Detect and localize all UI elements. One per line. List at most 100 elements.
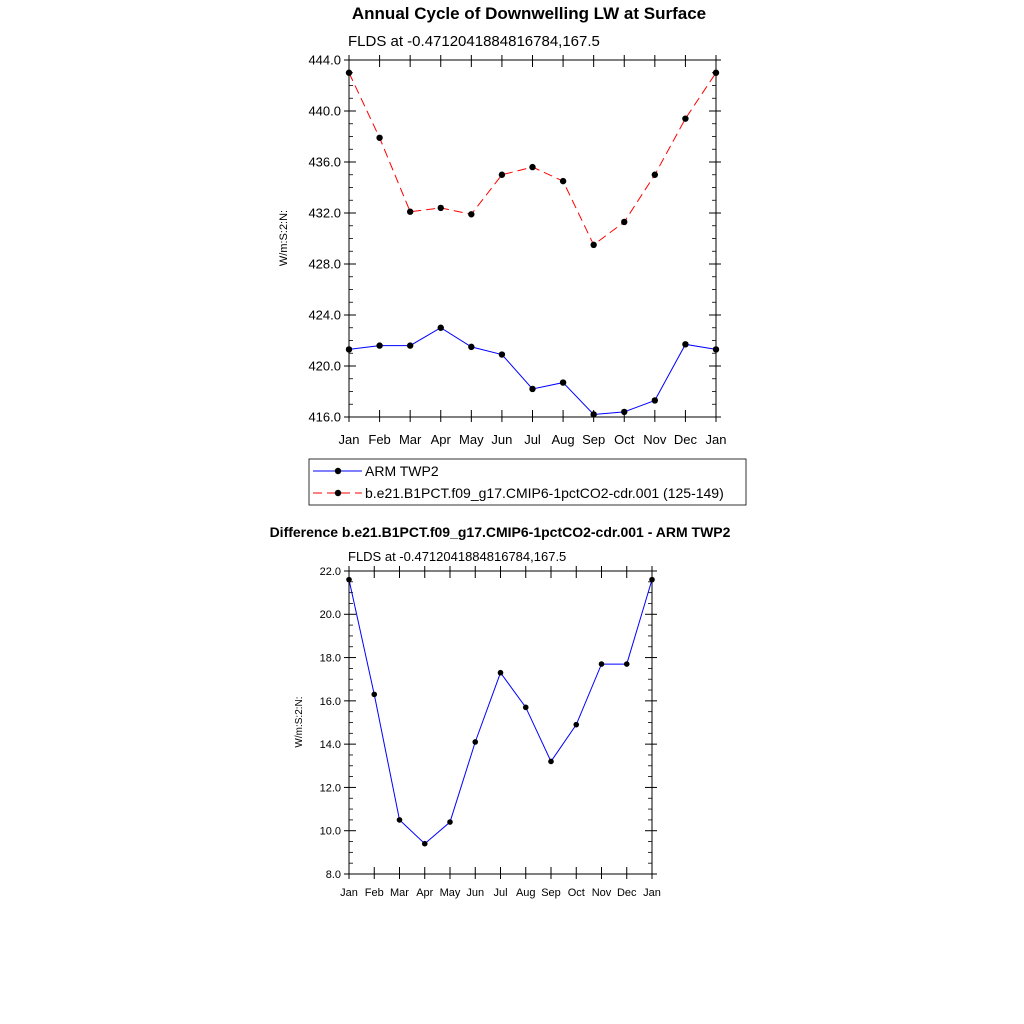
ytick-label: 16.0: [320, 696, 341, 708]
series-0-point: [396, 817, 403, 823]
xtick-label: Dec: [617, 887, 637, 899]
xtick-label: Sep: [541, 887, 561, 899]
series-0-point: [548, 758, 554, 765]
ytick-label: 18.0: [320, 653, 341, 665]
series-line-0: [348, 579, 653, 845]
ytick-label: 14.0: [320, 739, 341, 751]
series-0-point: [573, 721, 580, 728]
legend-marker-model: [334, 489, 342, 497]
ytick-label: 444.0: [308, 53, 341, 68]
xtick-label: Aug: [552, 432, 575, 447]
series-0-point: [529, 385, 536, 393]
xtick-label: Jul: [493, 887, 507, 899]
bottom-chart-ytick-labels: 8.0 10.0 12.0 14.0 16.0 18.0 20.0 22.0: [320, 566, 341, 881]
bottom-chart-ticks: [344, 566, 657, 879]
xtick-label: Jan: [340, 887, 358, 899]
xtick-label: Jan: [706, 432, 727, 447]
series-0-point: [590, 411, 597, 418]
xtick-label: May: [459, 432, 484, 447]
ytick-label: 22.0: [320, 566, 341, 578]
bottom-chart-xtick-labels: Jan Feb Mar Apr May Jun Jul Aug Sep Oct Nov Dec Jan: [340, 887, 661, 899]
series-0-point: [621, 408, 628, 416]
ytick-label: 436.0: [308, 155, 341, 170]
top-chart-subtitle: FLDS at -0.4712041884816784,167.5: [348, 33, 600, 50]
xtick-label: Feb: [368, 432, 390, 447]
xtick-label: Dec: [674, 432, 698, 447]
series-1-point: [590, 241, 597, 249]
top-chart-ticks: [344, 55, 721, 422]
series-0-point: [559, 379, 567, 386]
top-chart-legend: ARM TWP2 b.e21.B1PCT.f09_g17.CMIP6-1pctC…: [308, 458, 747, 506]
xtick-label: Jan: [643, 887, 661, 899]
bottom-chart-subtitle: FLDS at -0.4712041884816784,167.5: [348, 549, 566, 564]
series-0-point: [682, 341, 689, 348]
ytick-label: 432.0: [308, 206, 341, 221]
xtick-label: Mar: [390, 887, 409, 899]
ytick-label: 424.0: [308, 308, 341, 323]
top-chart-title: Annual Cycle of Downwelling LW at Surfac…: [352, 4, 706, 23]
series-1-point: [529, 163, 536, 171]
xtick-label: Jun: [491, 432, 512, 447]
ytick-label: 20.0: [320, 609, 341, 621]
series-line-0: [348, 327, 717, 415]
top-chart-ytick-labels: 416.0 420.0 424.0 428.0 432.0 436.0 440.0 444.0: [308, 53, 341, 425]
xtick-label: Nov: [643, 432, 667, 447]
ytick-label: 8.0: [326, 869, 341, 881]
xtick-label: Aug: [516, 887, 536, 899]
xtick-label: Jul: [524, 432, 541, 447]
series-1-point: [376, 134, 383, 141]
series-0-point: [598, 661, 605, 667]
series-0-point: [376, 342, 383, 349]
legend-entry-arm: ARM TWP2: [313, 463, 439, 479]
top-chart-frame: [348, 59, 717, 418]
xtick-label: Mar: [399, 432, 422, 447]
series-0-point: [406, 342, 414, 349]
legend-entry-model: b.e21.B1PCT.f09_g17.CMIP6-1pctCO2-cdr.00…: [313, 485, 724, 501]
series-1-point: [651, 171, 659, 178]
xtick-label: May: [440, 887, 461, 899]
ytick-label: 12.0: [320, 782, 341, 794]
series-1-point: [621, 218, 628, 226]
xtick-label: Jun: [466, 887, 484, 899]
xtick-label: Apr: [416, 887, 433, 899]
ytick-label: 440.0: [308, 104, 341, 119]
series-1-point: [437, 204, 444, 212]
series-0-point: [651, 397, 659, 404]
series-1-point: [468, 211, 475, 218]
top-chart: Annual Cycle of Downwelling LW at Surfac…: [278, 4, 747, 506]
legend-marker-arm: [334, 467, 342, 475]
xtick-label: Nov: [592, 887, 612, 899]
series-0-point: [522, 704, 529, 711]
bottom-chart-title: Difference b.e21.B1PCT.f09_g17.CMIP6-1pc…: [270, 524, 731, 540]
ytick-label: 416.0: [308, 410, 341, 425]
bottom-chart-ylabel: W/m:S:2:N:: [294, 696, 305, 747]
series-0-point: [421, 840, 428, 847]
series-0-point: [371, 691, 378, 698]
series-0-point: [497, 669, 504, 676]
top-chart-xtick-labels: Jan Feb Mar Apr May Jun Jul Aug Sep Oct Nov Dec Jan: [339, 432, 727, 447]
ytick-label: 10.0: [320, 826, 341, 838]
series-0-point: [623, 661, 630, 667]
series-1-point: [682, 115, 689, 122]
bottom-chart-series: [346, 576, 655, 847]
top-chart-series: [345, 69, 720, 418]
bottom-chart: Difference b.e21.B1PCT.f09_g17.CMIP6-1pc…: [270, 524, 731, 899]
series-1-point: [559, 177, 567, 185]
xtick-label: Apr: [431, 432, 452, 447]
series-0-point: [447, 819, 453, 825]
series-0-point: [468, 343, 475, 351]
legend-label-arm: ARM TWP2: [365, 463, 439, 479]
top-chart-ylabel: W/m:S:2:N:: [278, 210, 290, 266]
series-0-point: [437, 324, 444, 331]
xtick-label: Feb: [365, 887, 384, 899]
legend-label-model: b.e21.B1PCT.f09_g17.CMIP6-1pctCO2-cdr.00…: [365, 485, 724, 501]
series-1-point: [498, 171, 506, 178]
ytick-label: 420.0: [308, 359, 341, 374]
legend-box: [308, 458, 747, 506]
xtick-label: Sep: [582, 432, 605, 447]
series-1-point: [406, 208, 414, 215]
xtick-label: Jan: [339, 432, 360, 447]
series-line-1: [348, 72, 717, 246]
bottom-chart-frame: [348, 570, 653, 875]
